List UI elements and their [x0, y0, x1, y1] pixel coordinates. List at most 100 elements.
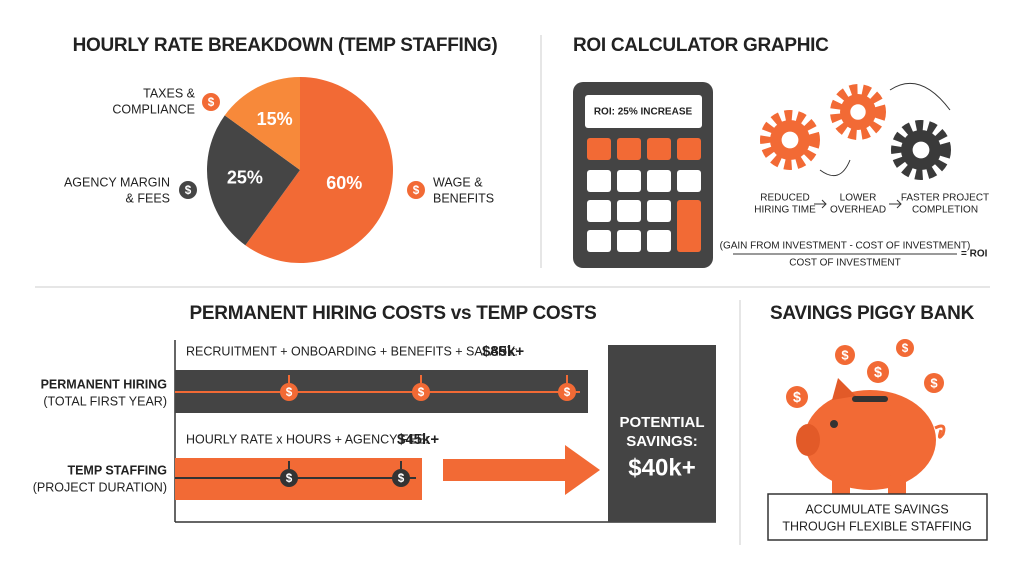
key [587, 200, 611, 222]
screen-text: ROI: 25% INCREASE [594, 107, 693, 118]
slice-name: TAXES & [143, 86, 196, 100]
slice-name: AGENCY MARGIN [64, 175, 170, 189]
coin-symbol: $ [398, 472, 405, 485]
key [647, 138, 671, 160]
coin-icon [867, 361, 889, 383]
pie-slice [224, 77, 300, 170]
row-sublabel: (TOTAL FIRST YEAR) [43, 394, 167, 408]
key [647, 230, 671, 252]
key [677, 170, 701, 192]
coin-symbol: $ [930, 375, 938, 390]
savings-label: POTENTIAL [620, 414, 705, 431]
step-text: OVERHEAD [830, 205, 886, 216]
key [617, 230, 641, 252]
formula-result: = ROI [961, 249, 988, 260]
gear-teeth [830, 84, 886, 140]
coin-icon [896, 339, 914, 357]
panel-title: PERMANENT HIRING COSTS vs TEMP COSTS [190, 303, 597, 324]
step-text: REDUCED [760, 193, 809, 204]
coin-symbol: $ [874, 365, 882, 381]
cost-amount: $85k+ [482, 343, 524, 360]
pie-slice [206, 115, 300, 246]
step-text: HIRING TIME [754, 205, 816, 216]
coin-slot [852, 396, 888, 402]
pig-snout [796, 424, 820, 456]
panel-title: SAVINGS PIGGY BANK [770, 303, 975, 324]
key [617, 138, 641, 160]
pig-tail [934, 424, 946, 439]
coin-symbol: $ [793, 390, 801, 406]
slice-label: 15% [257, 109, 293, 129]
pig-leg [832, 475, 850, 497]
calculator: ROI: 25% INCREASE [573, 82, 713, 268]
panel-title: ROI CALCULATOR GRAPHIC [573, 35, 829, 56]
gear-teeth [760, 110, 820, 170]
savings-amount: $40k+ [628, 454, 695, 481]
coin-icon [412, 383, 430, 401]
slice-name: & FEES [126, 191, 170, 205]
step-text: LOWER [840, 193, 877, 204]
key [617, 170, 641, 192]
coin-symbol: $ [902, 342, 909, 355]
formula-numerator: (GAIN FROM INVESTMENT - COST OF INVESTME… [720, 241, 971, 252]
piggy-bank [796, 378, 946, 497]
coin-symbol: $ [841, 347, 849, 362]
coin-symbol: $ [564, 386, 571, 399]
savings-label: SAVINGS: [626, 433, 697, 450]
caption: ACCUMULATE SAVINGS [805, 502, 948, 516]
pig-leg [888, 475, 906, 497]
gear-hole [912, 141, 930, 159]
coin-symbol: $ [286, 386, 293, 399]
coin-symbol: $ [286, 472, 293, 485]
cost-formula: HOURLY RATE x HOURS + AGENCY FEE: [186, 432, 429, 446]
coin-icon [202, 93, 220, 111]
panel-title: HOURLY RATE BREAKDOWN (TEMP STAFFING) [73, 35, 498, 56]
slice-name: COMPLIANCE [112, 102, 195, 116]
gear-hole [850, 104, 866, 120]
pig-ear [832, 378, 856, 400]
cost-formula: RECRUITMENT + ONBOARDING + BENEFITS + SA… [186, 344, 518, 358]
coin-symbol: $ [208, 96, 215, 109]
coin-symbol: $ [185, 184, 192, 197]
coins: $ $ $ $ $ [786, 339, 944, 408]
coin-icon [392, 469, 410, 487]
coin-icon [280, 383, 298, 401]
key [587, 138, 611, 160]
key [647, 200, 671, 222]
step-text: FASTER PROJECT [901, 193, 989, 204]
slice-label: 60% [326, 173, 362, 193]
cost-amount: $45k+ [397, 431, 439, 448]
caption: THROUGH FLEXIBLE STAFFING [782, 519, 971, 533]
row-sublabel: (PROJECT DURATION) [33, 480, 167, 494]
keys [587, 138, 701, 252]
key [587, 170, 611, 192]
coin-symbol: $ [413, 184, 420, 197]
slice-label: 25% [227, 167, 263, 187]
coin-icon [280, 469, 298, 487]
row-label: PERMANENT HIRING [41, 377, 167, 391]
formula-denominator: COST OF INVESTMENT [789, 258, 901, 269]
gears [760, 82, 951, 180]
pie-chart: 60% WAGE & BENEFITS $25% AGENCY MARGIN & FEES… [64, 77, 494, 263]
pie-slice [245, 77, 393, 263]
coin-icon [558, 383, 576, 401]
caption-box [767, 493, 988, 541]
key [647, 170, 671, 192]
pig-body [804, 390, 936, 490]
coin-icon [407, 181, 425, 199]
gear-teeth [891, 120, 951, 180]
coin-symbol: $ [418, 386, 425, 399]
coin-icon [835, 345, 855, 365]
pig-eye [830, 420, 838, 428]
slice-name: BENEFITS [433, 191, 494, 205]
gear-arrow [819, 82, 951, 177]
key [677, 138, 701, 160]
step-arrow [814, 199, 902, 209]
slice-name: WAGE & [433, 175, 483, 189]
calculator-screen [585, 95, 702, 128]
coin-icon [786, 386, 808, 408]
key [587, 230, 611, 252]
key [617, 200, 641, 222]
step-text: COMPLETION [912, 205, 978, 216]
